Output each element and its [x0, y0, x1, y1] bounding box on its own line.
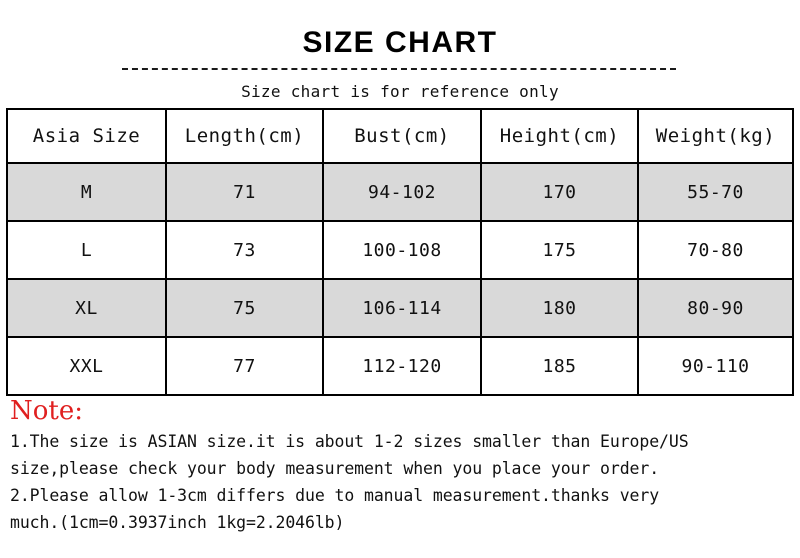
cell-bust: 112-120: [322, 336, 482, 396]
size-table: Asia Size Length(cm) Bust(cm) Height(cm)…: [6, 108, 794, 396]
cell-weight: 80-90: [637, 278, 794, 338]
column-header-length: Length(cm): [165, 108, 324, 164]
note-line: 2.Please allow 1-3cm differs due to manu…: [10, 486, 660, 505]
page-subtitle: Size chart is for reference only: [241, 82, 559, 101]
cell-bust: 94-102: [322, 162, 482, 222]
column-header-height: Height(cm): [480, 108, 639, 164]
column-header-weight: Weight(kg): [637, 108, 794, 164]
cell-size: L: [6, 220, 167, 280]
table-header-row: Asia Size Length(cm) Bust(cm) Height(cm)…: [6, 108, 794, 164]
cell-length: 75: [165, 278, 324, 338]
size-table-container: Asia Size Length(cm) Bust(cm) Height(cm)…: [6, 108, 794, 396]
note-heading: Note:: [10, 396, 83, 426]
cell-length: 77: [165, 336, 324, 396]
note-line: much.(1cm=0.3937inch 1kg=2.2046lb): [10, 513, 345, 532]
note-line: 1.The size is ASIAN size.it is about 1-2…: [10, 432, 689, 451]
table-row: XL 75 106-114 180 80-90: [6, 278, 794, 338]
cell-height: 175: [480, 220, 639, 280]
table-row: M 71 94-102 170 55-70: [6, 162, 794, 222]
cell-size: M: [6, 162, 167, 222]
cell-length: 73: [165, 220, 324, 280]
column-header-bust: Bust(cm): [322, 108, 482, 164]
note-section: Note: 1.The size is ASIAN size.it is abo…: [10, 396, 792, 536]
cell-height: 185: [480, 336, 639, 396]
cell-bust: 100-108: [322, 220, 482, 280]
cell-weight: 55-70: [637, 162, 794, 222]
cell-weight: 90-110: [637, 336, 794, 396]
dashed-divider: [122, 68, 676, 70]
table-row: L 73 100-108 175 70-80: [6, 220, 794, 280]
cell-height: 180: [480, 278, 639, 338]
column-header-asia-size: Asia Size: [6, 108, 167, 164]
cell-weight: 70-80: [637, 220, 794, 280]
cell-height: 170: [480, 162, 639, 222]
table-row: XXL 77 112-120 185 90-110: [6, 336, 794, 396]
cell-size: XXL: [6, 336, 167, 396]
cell-size: XL: [6, 278, 167, 338]
page-title: SIZE CHART: [302, 26, 498, 59]
cell-bust: 106-114: [322, 278, 482, 338]
note-line: size,please check your body measurement …: [10, 459, 660, 478]
cell-length: 71: [165, 162, 324, 222]
